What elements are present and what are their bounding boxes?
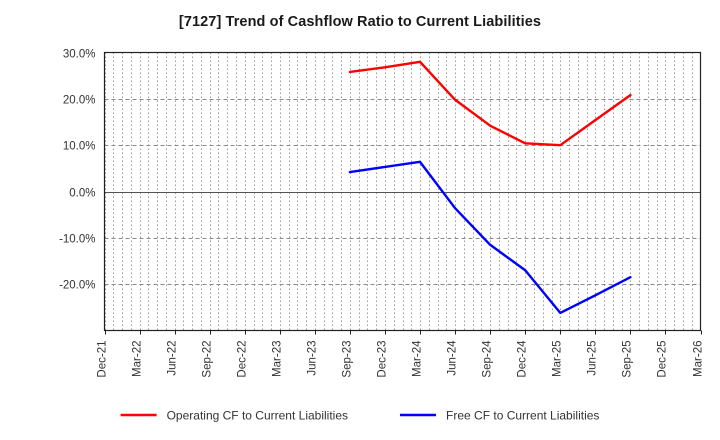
chart-legend: Operating CF to Current Liabilities Free …: [120, 409, 599, 423]
series-line-2: [348, 160, 632, 315]
y-axis-tick-label: 30.0%: [63, 49, 96, 61]
x-axis-tick-label: Mar-24: [412, 340, 424, 377]
x-axis-tick-label: Mar-25: [552, 341, 564, 377]
y-axis-tick-label: 10.0%: [63, 141, 96, 153]
x-axis-tick-label: Dec-25: [657, 341, 669, 378]
x-axis-tick-label: Dec-23: [377, 341, 389, 378]
x-axis-labels: Dec-21 Mar-22 Jun-22 Sep-22 Dec-22 Mar-23 Jun-…: [97, 340, 705, 378]
y-axis-labels: 30.0% 20.0% 10.0% 0.0% -10.0% -20.0%: [59, 49, 95, 292]
x-axis-tick-label: Jun-23: [307, 341, 319, 376]
x-axis-tick-label: Jun-22: [167, 341, 179, 376]
x-axis-tick-label: Dec-21: [97, 341, 109, 378]
x-axis-tick-label: Sep-22: [202, 341, 214, 378]
x-axis-tick-label: Dec-24: [517, 340, 529, 378]
x-axis-tick-label: Mar-23: [272, 341, 284, 377]
series-lines: [348, 60, 632, 315]
y-axis-tick-label: 20.0%: [63, 95, 96, 107]
x-axis-tick-label: Jun-24: [447, 340, 459, 376]
x-axis-tick-label: Dec-22: [237, 341, 249, 378]
chart-title: [7127] Trend of Cashflow Ratio to Curren…: [178, 14, 542, 30]
x-axis-tick-label: Sep-24: [482, 340, 494, 378]
major-gridlines: [104, 99, 701, 285]
legend-label-2: Free CF to Current Liabilities: [446, 409, 599, 423]
x-axis-tick-label: Sep-23: [342, 341, 354, 378]
plot-area-border: [103, 51, 702, 332]
y-axis-tick-label: -10.0%: [59, 234, 95, 246]
series-line-1: [348, 60, 632, 147]
x-axis-tick-label: Jun-25: [587, 341, 599, 376]
x-axis-tick-label: Sep-25: [622, 341, 634, 378]
y-axis-tick-label: -20.0%: [59, 280, 95, 292]
minor-gridlines: [105, 52, 693, 331]
legend-label-1: Operating CF to Current Liabilities: [167, 409, 348, 423]
x-axis-tick-label: Mar-22: [132, 341, 144, 377]
y-axis-tick-label: 0.0%: [69, 188, 95, 200]
x-axis-tick-label: Mar-26: [693, 341, 705, 377]
plot-frame: [103, 51, 702, 335]
